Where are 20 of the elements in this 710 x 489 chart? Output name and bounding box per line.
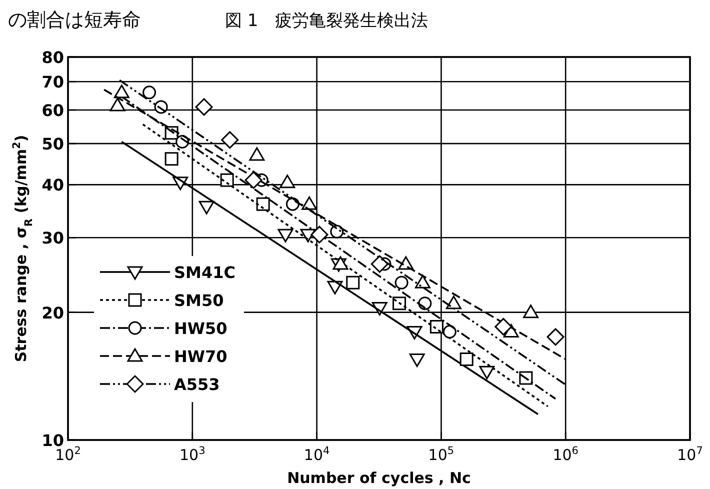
- y-tick-label: 20: [42, 303, 64, 322]
- y-tick-label: 40: [42, 176, 64, 195]
- x-tick-label: 10$^{4}$: [304, 445, 330, 464]
- y-tick-label: 30: [42, 228, 64, 248]
- legend-label: SM50: [174, 291, 224, 310]
- text: の割合は短寿命: [8, 9, 141, 31]
- x-tick-label: 10$^{7}$: [677, 445, 703, 464]
- x-tick-label: 10$^{6}$: [552, 445, 579, 464]
- legend-label: SM41C: [174, 263, 236, 282]
- y-tick-label: 50: [42, 134, 64, 154]
- y-tick-label: 80: [42, 48, 64, 67]
- x-tick-label: 10$^{3}$: [180, 445, 206, 464]
- x-tick-label: 10$^{5}$: [428, 445, 454, 464]
- x-axis-title: Number of cycles , Nc: [287, 469, 471, 487]
- legend-label: A553: [174, 375, 220, 394]
- y-tick-label: 70: [42, 72, 64, 92]
- legend-label: HW50: [174, 319, 228, 338]
- chart-title: 図 1 疲労亀裂発生検出法: [225, 11, 428, 31]
- legend-label: HW70: [174, 347, 228, 366]
- y-tick-label: 60: [42, 100, 64, 120]
